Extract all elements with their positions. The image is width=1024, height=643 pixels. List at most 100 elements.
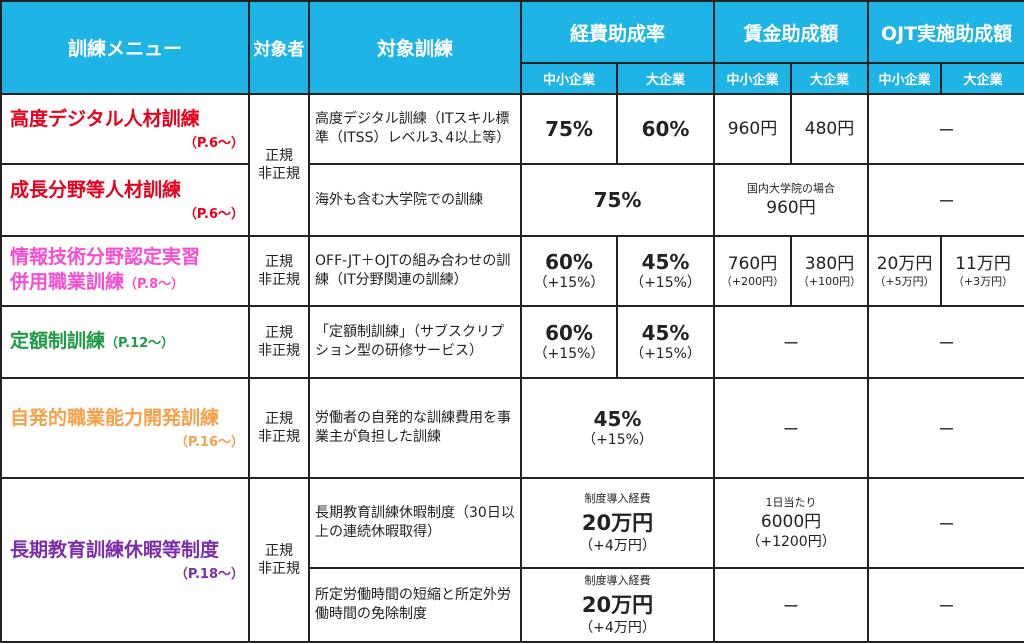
wage-value: ー xyxy=(713,305,870,379)
menu-name-2: 併用職業訓練 xyxy=(10,271,125,293)
expense-value: 20万円 xyxy=(581,593,654,617)
header-expense-large: 大企業 xyxy=(615,62,716,95)
expense-sme-add: （+15%） xyxy=(533,346,605,362)
ojt-sme-add: （+5万円） xyxy=(874,275,935,288)
ojt-value: ー xyxy=(867,305,1024,379)
target-cell: 正規 非正規 xyxy=(248,235,310,307)
wage-value: ー xyxy=(713,377,870,479)
expense-large-rate: 45% xyxy=(641,250,690,274)
menu-page: （P.16～） xyxy=(174,435,244,450)
wage-note: 国内大学院の場合 xyxy=(747,182,836,195)
wage-sme: 960円 xyxy=(713,93,793,165)
ojt-value: ー xyxy=(867,163,1024,237)
course-desc: 長期教育訓練休暇制度（30日以上の連続休暇取得） xyxy=(308,477,522,569)
expense-large-add: （+15%） xyxy=(630,275,701,291)
menu-name: 自発的職業能力開発訓練 xyxy=(10,407,220,429)
expense-large-add: （+15%） xyxy=(630,346,701,362)
table-row: 情報技術分野認定実習 併用職業訓練（P.8～） 正規 非正規 OFF-JT＋OJ… xyxy=(0,235,1024,307)
expense-sme-rate: 60% xyxy=(545,250,593,274)
expense-cell: 制度導入経費 20万円 （+4万円） xyxy=(519,477,716,569)
ojt-value: ー xyxy=(867,567,1024,643)
target-cell: 正規 非正規 xyxy=(248,477,310,643)
wage-sme: 760円 （+200円） xyxy=(713,235,793,307)
course-desc: 高度デジタル訓練（ITスキル標準（ITSS）レベル3､4以上等） xyxy=(308,93,522,165)
expense-add: （+4万円） xyxy=(579,620,656,636)
wage-value: 6000円 xyxy=(760,512,822,532)
ojt-large-add: （+3万円） xyxy=(952,275,1014,288)
course-desc: 海外も含む大学院での訓練 xyxy=(308,163,522,237)
expense-large-rate: 45% xyxy=(641,321,690,345)
table-row: 長期教育訓練休暇等制度 （P.18～） 正規 非正規 長期教育訓練休暇制度（30… xyxy=(0,477,1024,643)
menu-name-line2: 併用職業訓練（P.8～） xyxy=(10,270,244,297)
wage-value: ー xyxy=(713,567,870,643)
ojt-value: ー xyxy=(867,377,1024,479)
header-course: 対象訓練 xyxy=(308,0,522,95)
wage-cell: 1日当たり 6000円 （+1200円） xyxy=(713,477,870,569)
header-wage-sme: 中小企業 xyxy=(713,62,793,95)
course-desc: 所定労働時間の短縮と所定外労働時間の免除制度 xyxy=(308,567,522,643)
wage-sme-add: （+200円） xyxy=(720,275,785,288)
header-ojt-large: 大企業 xyxy=(940,62,1024,95)
header-wage: 賃金助成額 xyxy=(713,0,870,64)
wage-large: 380円 （+100円） xyxy=(790,235,870,307)
expense-rate: 45% xyxy=(593,407,642,431)
ojt-value: ー xyxy=(867,93,1024,165)
target-cell: 正規 非正規 xyxy=(248,305,310,379)
target-regular: 正規 xyxy=(265,148,293,164)
menu-cell: 成長分野等人材訓練 （P.6～） xyxy=(0,163,250,237)
course-desc: OFF-JT＋OJTの組み合わせの訓練（IT分野関連の訓練） xyxy=(308,235,522,307)
ojt-large: 11万円 （+3万円） xyxy=(940,235,1024,307)
expense-note: 制度導入経費 xyxy=(584,492,651,505)
table-row: 成長分野等人材訓練 （P.6～） 海外も含む大学院での訓練 75% 国内大学院の… xyxy=(0,163,1024,237)
target-cell: 正規 非正規 xyxy=(248,377,310,479)
table-row: 所定労働時間の短縮と所定外労働時間の免除制度 制度導入経費 20万円 （+4万円… xyxy=(1,567,1024,643)
wage-cell: 国内大学院の場合 960円 xyxy=(713,163,870,237)
expense-note: 制度導入経費 xyxy=(584,574,651,587)
ojt-sme: 20万円 （+5万円） xyxy=(867,235,943,307)
target-cell: 正規 非正規 xyxy=(248,93,310,237)
wage-note: 1日当たり xyxy=(765,496,817,509)
menu-name: 定額制訓練 xyxy=(10,329,106,352)
ojt-value: ー xyxy=(867,477,1024,569)
menu-name: 情報技術分野認定実習 xyxy=(10,246,201,268)
expense-large: 60% xyxy=(615,93,716,165)
target-nonregular: 非正規 xyxy=(258,272,300,288)
ojt-large-value: 11万円 xyxy=(955,254,1011,274)
table-row: 自発的職業能力開発訓練 （P.16～） 正規 非正規 労働者の自発的な訓練費用を… xyxy=(0,377,1024,479)
wage-large-add: （+100円） xyxy=(797,275,862,288)
header-target: 対象者 xyxy=(248,0,310,95)
menu-cell: 定額制訓練（P.12～） xyxy=(0,305,250,379)
menu-name: 成長分野等人材訓練 xyxy=(10,179,182,201)
menu-page: （P.6～） xyxy=(183,136,244,151)
expense-sme: 60% （+15%） xyxy=(520,235,618,307)
course-desc: 「定額制訓練」（サブスクリプション型の研修サービス） xyxy=(308,305,522,379)
menu-cell: 高度デジタル人材訓練 （P.6～） xyxy=(0,93,250,165)
menu-cell: 情報技術分野認定実習 併用職業訓練（P.8～） xyxy=(0,235,250,307)
wage-large-value: 380円 xyxy=(804,254,855,274)
target-nonregular: 非正規 xyxy=(258,166,300,182)
menu-page: （P.8～） xyxy=(124,277,185,292)
expense-sme: 60% （+15%） xyxy=(520,305,618,379)
menu-cell: 自発的職業能力開発訓練 （P.16～） xyxy=(0,377,250,479)
expense-value: 20万円 xyxy=(581,511,654,535)
expense-rate: 75% xyxy=(519,163,716,237)
wage-sme-value: 760円 xyxy=(727,254,778,274)
expense-sme-rate: 60% xyxy=(545,321,593,345)
menu-page: （P.6～） xyxy=(183,207,244,222)
menu-name: 高度デジタル人材訓練 xyxy=(10,108,200,130)
target-regular: 正規 xyxy=(265,254,293,270)
header-ojt: OJT実施助成額 xyxy=(867,0,1024,64)
target-nonregular: 非正規 xyxy=(258,561,300,577)
expense-cell: 制度導入経費 20万円 （+4万円） xyxy=(519,567,716,643)
wage-add: （+1200円） xyxy=(746,534,836,550)
header-expense: 経費助成率 xyxy=(519,0,716,64)
expense-large: 45% （+15%） xyxy=(615,235,716,307)
menu-cell: 長期教育訓練休暇等制度 （P.18～） xyxy=(0,477,250,643)
expense-large: 45% （+15%） xyxy=(615,305,716,379)
wage-large: 480円 xyxy=(790,93,870,165)
expense-add: （+4万円） xyxy=(579,538,656,554)
course-desc: 労働者の自発的な訓練費用を事業主が負担した訓練 xyxy=(308,377,522,479)
expense-cell: 45% （+15%） xyxy=(519,377,716,479)
ojt-sme-value: 20万円 xyxy=(876,254,933,274)
header-ojt-sme: 中小企業 xyxy=(867,62,943,95)
